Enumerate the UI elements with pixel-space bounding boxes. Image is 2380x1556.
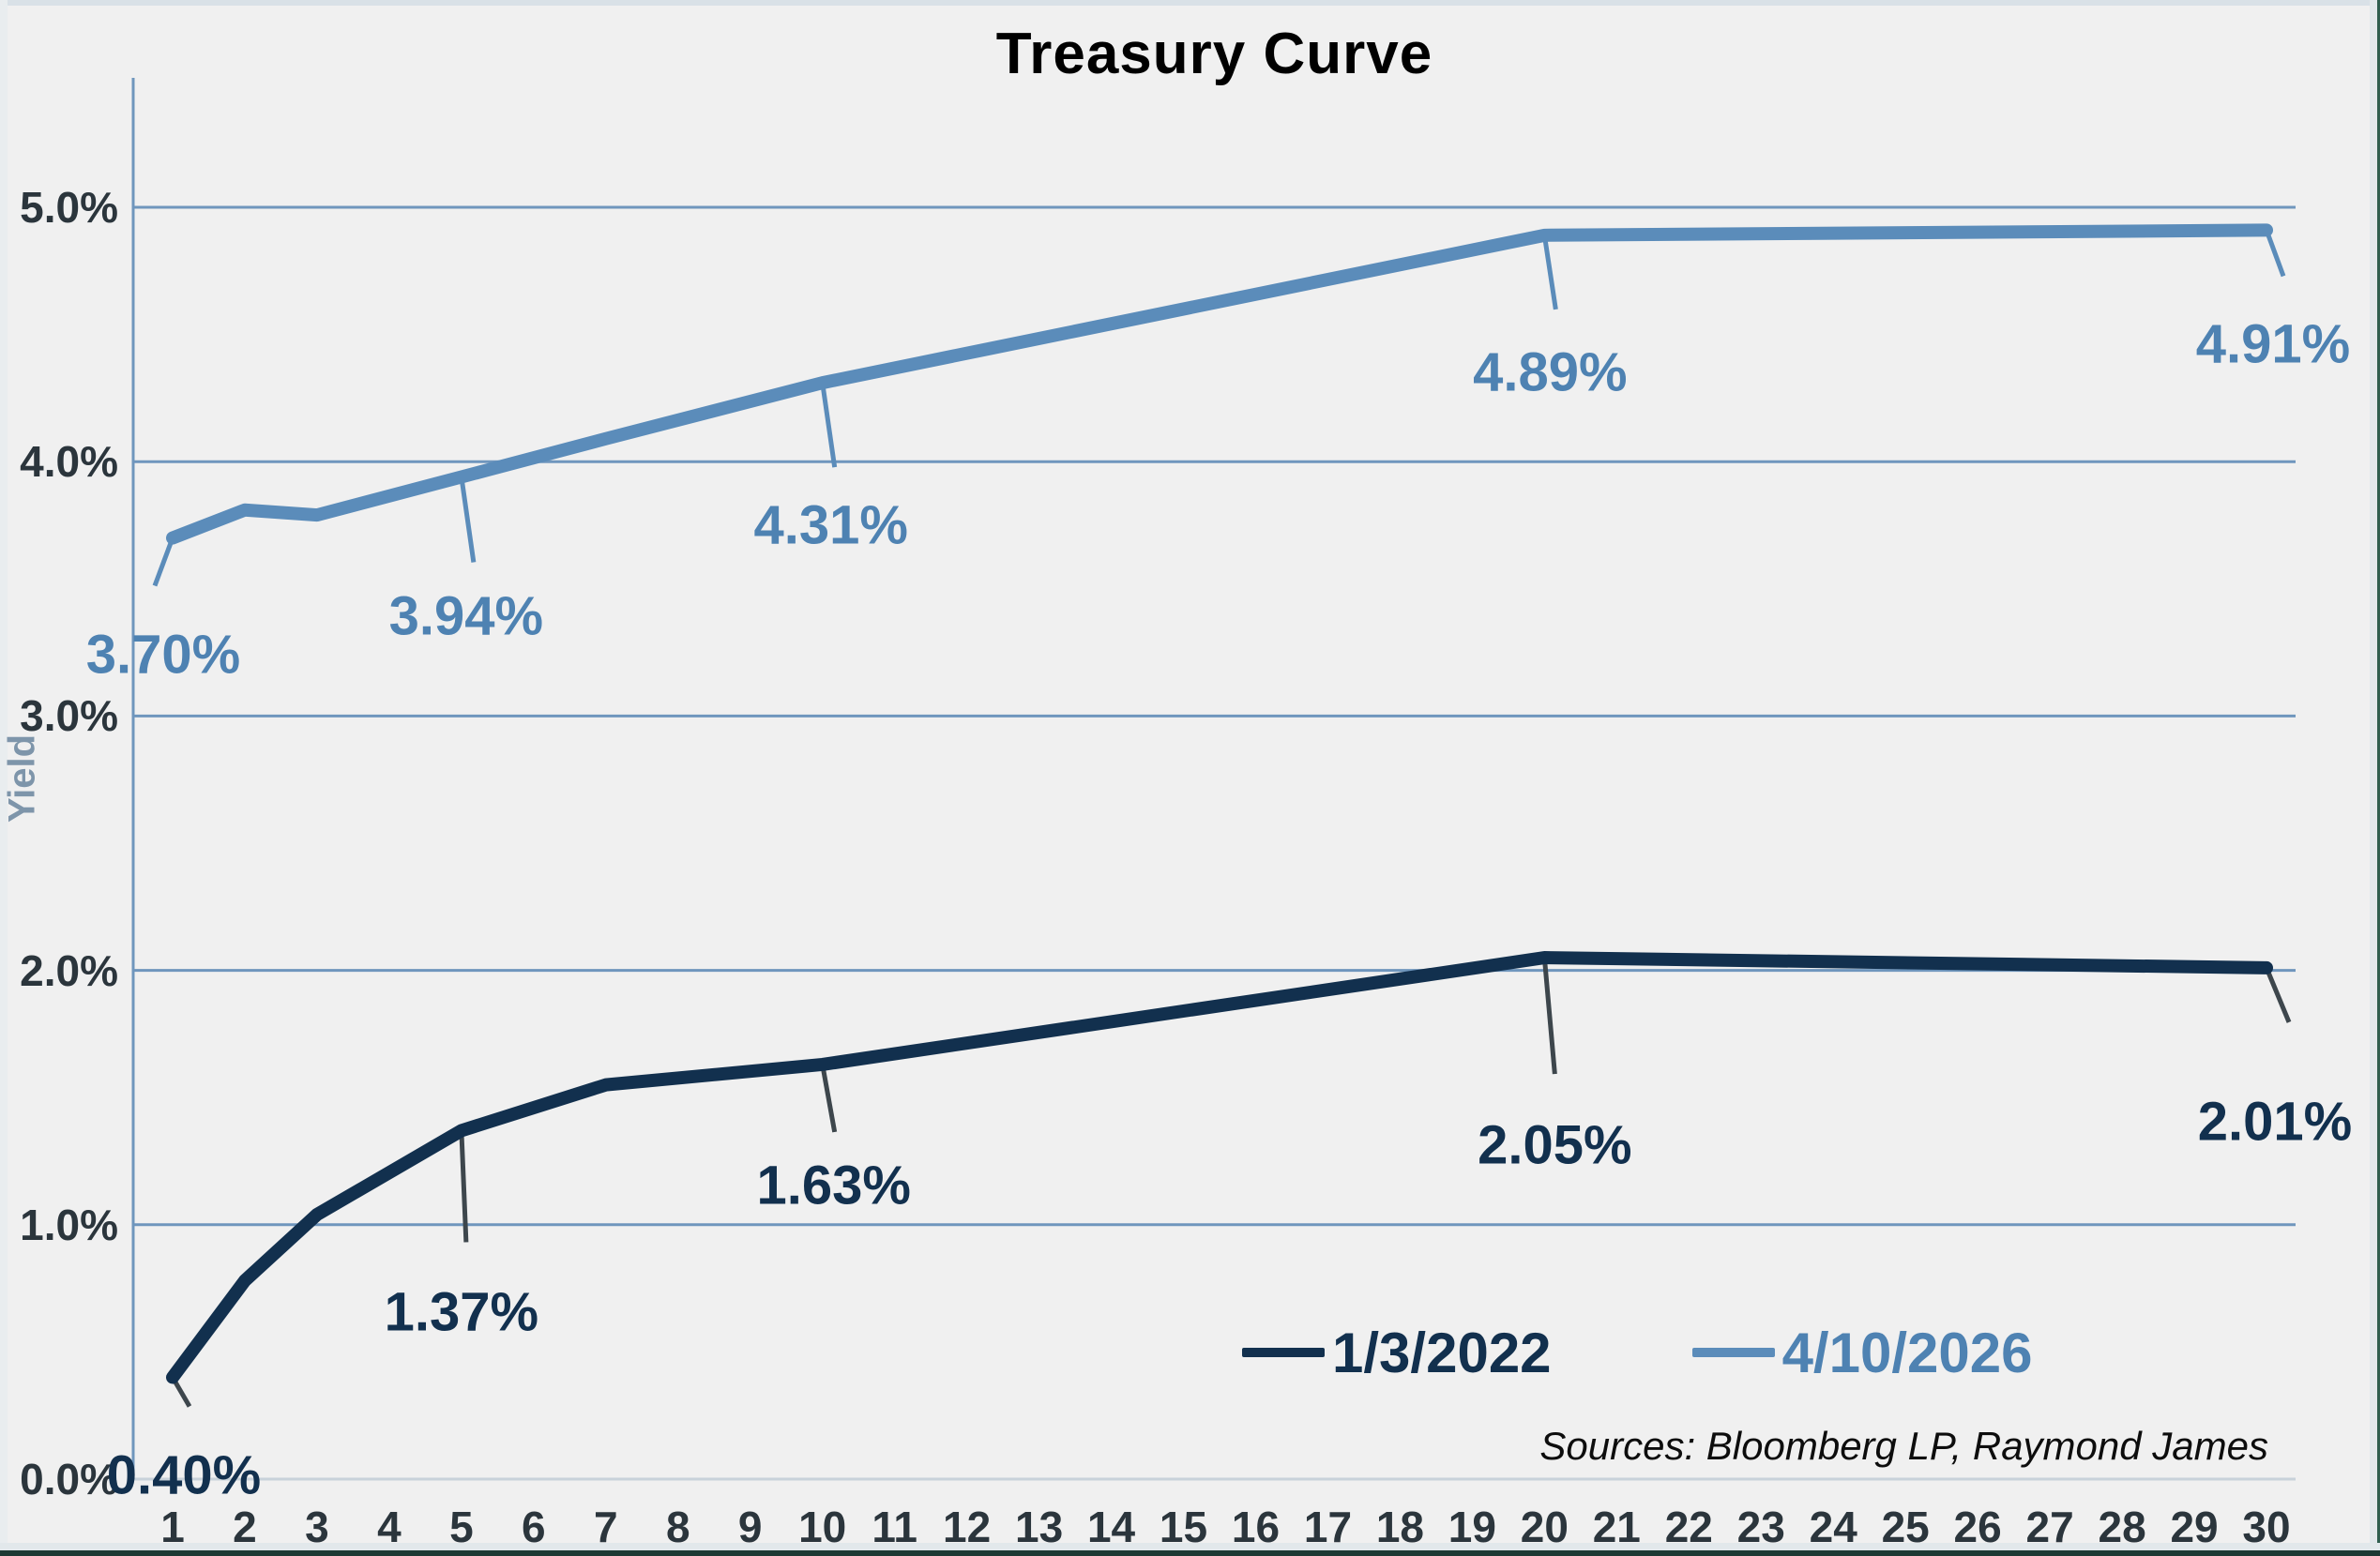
chart-title: Treasury Curve xyxy=(995,22,1433,86)
series-line-4/10/2026 xyxy=(166,223,2274,545)
x-tick-16: 16 xyxy=(1231,1503,1281,1551)
x-tick-14: 14 xyxy=(1086,1503,1136,1551)
y-tick-3.0%: 3.0% xyxy=(20,691,118,741)
bottom-light-strip xyxy=(0,1543,2380,1550)
leader-line-4/10/2026-20y xyxy=(1541,234,1558,310)
point-label-1/3/2022-20y: 2.05% xyxy=(1478,1114,1632,1176)
x-tick-15: 15 xyxy=(1159,1503,1208,1551)
x-tick-2: 2 xyxy=(233,1503,257,1551)
leader-line-4/10/2026-1y xyxy=(152,536,175,587)
x-tick-6: 6 xyxy=(522,1503,546,1551)
x-tick-24: 24 xyxy=(1809,1503,1857,1551)
y-tick-2.0%: 2.0% xyxy=(20,945,118,995)
legend-line-swatch-2026 xyxy=(1691,1348,1775,1357)
y-tick-4.0%: 4.0% xyxy=(20,437,118,487)
leader-line-4/10/2026-5y xyxy=(459,476,477,563)
x-tick-19: 19 xyxy=(1448,1503,1496,1551)
point-label-1/3/2022-30y: 2.01% xyxy=(2197,1091,2353,1153)
point-label-1/3/2022-10y: 1.63% xyxy=(756,1155,911,1216)
point-label-4/10/2026-10y: 4.31% xyxy=(753,494,908,556)
legend-line-swatch-2022 xyxy=(1242,1348,1325,1357)
bottom-border-strip xyxy=(0,1550,2380,1556)
x-tick-20: 20 xyxy=(1520,1503,1569,1551)
legend-item-2026: 4/10/2026 xyxy=(1691,1321,2033,1385)
series-line-1/3/2022 xyxy=(166,951,2274,1384)
leader-line-4/10/2026-10y xyxy=(820,382,838,468)
sources-note: Sources: Bloomberg LP, Raymond James xyxy=(1539,1424,2268,1468)
y-tick-5.0%: 5.0% xyxy=(20,183,118,232)
x-tick-18: 18 xyxy=(1375,1503,1424,1551)
top-border-strip xyxy=(0,0,2380,6)
x-tick-12: 12 xyxy=(943,1503,992,1551)
x-tick-27: 27 xyxy=(2025,1503,2074,1551)
x-tick-29: 29 xyxy=(2170,1503,2219,1551)
x-tick-23: 23 xyxy=(1736,1503,1785,1551)
y-tick-0.0%: 0.0% xyxy=(20,1455,118,1503)
x-tick-1: 1 xyxy=(160,1503,185,1551)
x-tick-13: 13 xyxy=(1014,1503,1064,1551)
right-border-strip xyxy=(2370,0,2380,1556)
point-label-1/3/2022-1y: 0.40% xyxy=(106,1444,262,1506)
leader-line-4/10/2026-30y xyxy=(2264,229,2286,278)
x-tick-22: 22 xyxy=(1664,1503,1713,1551)
x-tick-25: 25 xyxy=(1881,1503,1930,1551)
leader-line-1/3/2022-10y xyxy=(820,1064,838,1133)
leader-line-1/3/2022-5y xyxy=(459,1130,469,1243)
legend-item-2022: 1/3/2022 xyxy=(1242,1321,1552,1385)
leader-line-1/3/2022-20y xyxy=(1541,957,1557,1075)
y-tick-1.0%: 1.0% xyxy=(20,1200,118,1249)
point-label-4/10/2026-5y: 3.94% xyxy=(388,585,544,647)
x-tick-30: 30 xyxy=(2242,1503,2291,1551)
x-tick-9: 9 xyxy=(737,1503,763,1551)
x-tick-26: 26 xyxy=(1953,1503,2002,1551)
left-border-strip xyxy=(0,0,8,1556)
legend-label-2022: 1/3/2022 xyxy=(1332,1321,1552,1384)
x-tick-28: 28 xyxy=(2098,1503,2146,1551)
x-tick-7: 7 xyxy=(593,1503,618,1551)
point-label-4/10/2026-1y: 3.70% xyxy=(85,624,241,686)
x-tick-11: 11 xyxy=(872,1503,917,1551)
legend-label-2026: 4/10/2026 xyxy=(1781,1321,2033,1384)
point-label-1/3/2022-5y: 1.37% xyxy=(384,1281,539,1343)
x-tick-21: 21 xyxy=(1592,1503,1641,1551)
x-tick-3: 3 xyxy=(305,1503,329,1551)
x-tick-4: 4 xyxy=(377,1503,402,1551)
x-tick-5: 5 xyxy=(449,1503,474,1551)
leader-line-1/3/2022-30y xyxy=(2264,966,2292,1023)
x-tick-8: 8 xyxy=(665,1503,690,1551)
x-tick-10: 10 xyxy=(798,1503,847,1551)
point-label-4/10/2026-20y: 4.89% xyxy=(1473,341,1628,403)
point-label-4/10/2026-30y: 4.91% xyxy=(2195,313,2351,375)
x-tick-17: 17 xyxy=(1303,1503,1353,1551)
legend: 1/3/2022 4/10/2026 xyxy=(1242,1317,2033,1388)
